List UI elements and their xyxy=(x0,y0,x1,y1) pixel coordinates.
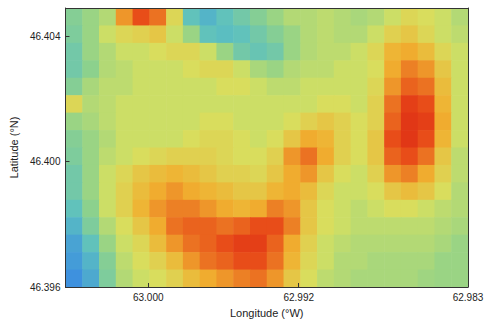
svg-text:62.992: 62.992 xyxy=(283,292,314,303)
svg-text:Longitude (°W): Longitude (°W) xyxy=(230,307,304,319)
svg-text:46.396: 46.396 xyxy=(30,282,61,293)
svg-text:Latitude (°N): Latitude (°N) xyxy=(8,117,20,179)
svg-text:63.000: 63.000 xyxy=(133,292,164,303)
svg-text:62.983: 62.983 xyxy=(453,292,484,303)
svg-text:46.400: 46.400 xyxy=(30,156,61,167)
svg-text:46.404: 46.404 xyxy=(30,31,61,42)
